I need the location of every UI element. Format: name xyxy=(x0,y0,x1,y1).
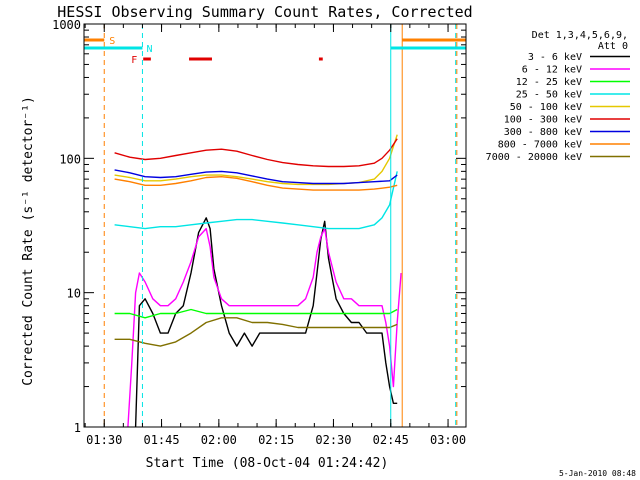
series-line-7 xyxy=(114,169,398,185)
flag-label-S: S xyxy=(109,36,115,47)
series-line-5 xyxy=(114,134,398,186)
plot-vertical-markers xyxy=(103,24,458,427)
flag-bar-N-2 xyxy=(390,46,466,50)
flag-bar-F-2 xyxy=(189,57,212,61)
series-line-9 xyxy=(114,317,398,347)
x-tick-label-1: 01:30 xyxy=(86,433,122,447)
y-tick-label-4: 1000 xyxy=(52,18,81,32)
flag-bar-F-1 xyxy=(143,57,151,61)
legend-label-3: 12 - 25 keV xyxy=(516,77,582,88)
y-tick-label-2: 10 xyxy=(67,287,81,301)
plot-frame xyxy=(83,23,467,428)
x-axis-label: Start Time (08-Oct-04 01:24:42) xyxy=(146,456,389,471)
flag-bar-S-2 xyxy=(402,38,466,42)
x-tick-label-4: 02:15 xyxy=(258,433,294,447)
legend: Det 1,3,4,5,6,9,Att 0 3 - 6 keV 6 - 12 keV… xyxy=(486,30,630,163)
legend-label-6: 100 - 300 keV xyxy=(504,115,582,126)
legend-header-2: Att 0 xyxy=(598,41,628,52)
legend-label-7: 300 - 800 keV xyxy=(504,127,582,138)
x-tick-label-2: 01:45 xyxy=(143,433,179,447)
legend-label-1: 3 - 6 keV xyxy=(528,52,582,63)
flag-label-F: F xyxy=(131,55,137,66)
series-line-2 xyxy=(127,227,402,428)
y-axis-label: Corrected Count Rate (s⁻¹ detector⁻¹) xyxy=(21,96,36,386)
plot-background xyxy=(84,24,466,427)
series-line-6 xyxy=(114,138,398,168)
y-tick-label-3: 100 xyxy=(59,152,81,166)
series-line-3 xyxy=(114,308,398,319)
series-line-8 xyxy=(114,175,398,191)
plot-flag-bars: S NF xyxy=(84,36,466,66)
x-tick-label-3: 02:00 xyxy=(201,433,237,447)
series-line-1 xyxy=(134,217,398,428)
legend-header-1: Det 1,3,4,5,6,9, xyxy=(532,30,628,41)
series-line-4 xyxy=(114,171,398,230)
chart-title: HESSI Observing Summary Count Rates, Cor… xyxy=(57,3,472,21)
plot-series xyxy=(114,134,402,428)
flag-label-N: N xyxy=(146,44,152,55)
x-tick-label-5: 02:30 xyxy=(315,433,351,447)
date-stamp: 5-Jan-2010 08:48 xyxy=(559,469,636,478)
plot-area xyxy=(84,24,466,427)
legend-label-9: 7000 - 20000 keV xyxy=(486,152,582,163)
x-tick-label-7: 03:00 xyxy=(430,433,466,447)
y-tick-label-1: 1 xyxy=(74,421,81,435)
legend-label-4: 25 - 50 keV xyxy=(516,90,582,101)
legend-label-8: 800 - 7000 keV xyxy=(498,140,582,151)
x-tick-label-6: 02:45 xyxy=(373,433,409,447)
legend-label-2: 6 - 12 keV xyxy=(522,65,582,76)
legend-label-5: 50 - 100 keV xyxy=(510,102,582,113)
flag-bar-N-1 xyxy=(84,46,143,50)
flag-bar-F-3 xyxy=(318,57,323,61)
plot-axes: 01:30 01:45 02:00 02:15 02:30 02:45 03:00 1 10 10… xyxy=(52,18,467,447)
flag-bar-S-1 xyxy=(84,38,105,42)
